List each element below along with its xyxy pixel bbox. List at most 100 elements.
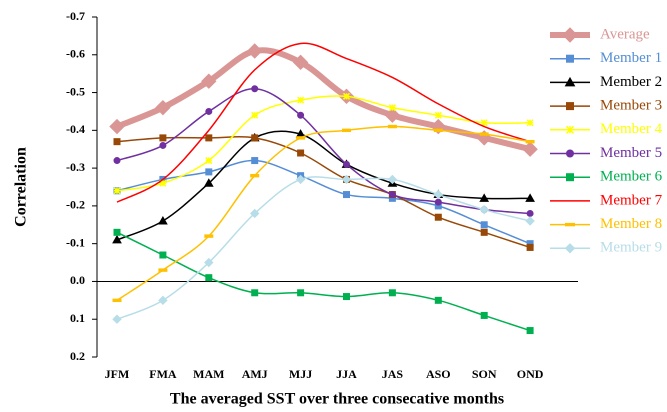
marker (158, 295, 168, 306)
marker (433, 128, 443, 133)
marker (158, 268, 168, 272)
marker (205, 107, 213, 115)
marker (479, 193, 490, 202)
series-line (116, 125, 531, 301)
series-line (116, 95, 531, 192)
marker (388, 191, 396, 199)
marker (388, 104, 396, 112)
y-tick-label: -0.7 (66, 9, 85, 23)
legend-label: Member 4 (600, 121, 663, 137)
marker (297, 96, 305, 104)
x-tick-label: MAM (193, 367, 224, 381)
y-tick-label: -0.6 (66, 47, 85, 61)
marker (112, 298, 122, 303)
y-tick-label: -0.5 (66, 84, 85, 98)
marker (526, 209, 534, 217)
marker (342, 92, 351, 100)
marker (251, 134, 259, 142)
marker (343, 293, 350, 301)
marker (249, 208, 260, 219)
y-tick-label: -0.1 (66, 235, 85, 249)
marker (112, 234, 122, 244)
marker (525, 193, 535, 202)
marker (250, 173, 260, 178)
marker (251, 157, 259, 165)
marker (204, 234, 214, 238)
marker (479, 132, 489, 136)
marker (295, 174, 306, 185)
y-tick-label: -0.2 (66, 198, 85, 212)
marker (434, 296, 442, 304)
legend-label: Member 3 (600, 98, 662, 114)
x-tick-label: JJA (336, 367, 357, 381)
x-tick-label: ASO (426, 367, 451, 381)
y-tick-label: -0.4 (66, 122, 85, 136)
marker (479, 204, 489, 215)
marker (343, 160, 350, 168)
legend-label: Member 7 (600, 192, 663, 208)
x-tick-label: MJJ (289, 367, 312, 381)
marker (292, 54, 309, 71)
marker (525, 139, 535, 144)
marker (480, 119, 488, 127)
x-tick-label: SON (472, 367, 497, 381)
series-line (116, 130, 531, 241)
marker (480, 221, 488, 229)
legend-label: Member 9 (600, 240, 662, 256)
series-line (116, 136, 531, 249)
marker (526, 243, 534, 251)
marker (113, 187, 121, 195)
marker (342, 128, 351, 133)
x-tick-label: JAS (382, 367, 404, 381)
marker (565, 222, 575, 227)
marker (205, 168, 213, 176)
x-tick-label: OND (517, 367, 544, 381)
marker (522, 141, 538, 157)
legend-label: Member 8 (600, 216, 662, 232)
marker (159, 134, 167, 142)
y-axis-title: Correlation (13, 147, 30, 227)
legend-label: Member 1 (600, 50, 662, 66)
series-line (116, 159, 531, 245)
marker (564, 76, 576, 87)
marker (251, 85, 259, 93)
marker (526, 327, 534, 335)
marker (296, 136, 306, 140)
marker (113, 138, 121, 146)
marker (297, 149, 305, 157)
marker (205, 134, 213, 142)
marker (297, 111, 305, 119)
x-tick-label: AMJ (242, 367, 268, 381)
marker (112, 314, 122, 324)
marker (155, 99, 171, 116)
marker (566, 102, 574, 111)
marker (204, 257, 214, 268)
marker (564, 243, 576, 254)
series-line (116, 231, 531, 332)
y-tick-label: -0.3 (66, 160, 85, 174)
marker (387, 174, 398, 185)
marker (343, 191, 350, 199)
marker (113, 157, 121, 165)
marker (525, 216, 535, 226)
marker (205, 157, 213, 165)
x-tick-label: FMA (149, 367, 177, 381)
marker (113, 228, 121, 236)
marker (297, 289, 305, 297)
marker (434, 198, 442, 206)
marker (388, 289, 396, 297)
marker (251, 289, 259, 297)
marker (566, 54, 574, 63)
marker (526, 119, 534, 127)
y-tick-label: 0.0 (70, 273, 85, 287)
marker (158, 215, 168, 225)
legend-label: Average (600, 26, 650, 42)
legend-label: Member 6 (600, 169, 663, 185)
marker (387, 124, 397, 129)
marker (159, 251, 167, 259)
marker (251, 111, 259, 119)
x-axis-title: The averaged SST over three consecative … (170, 391, 504, 408)
marker (562, 27, 578, 43)
marker (159, 141, 167, 149)
marker (341, 174, 352, 185)
